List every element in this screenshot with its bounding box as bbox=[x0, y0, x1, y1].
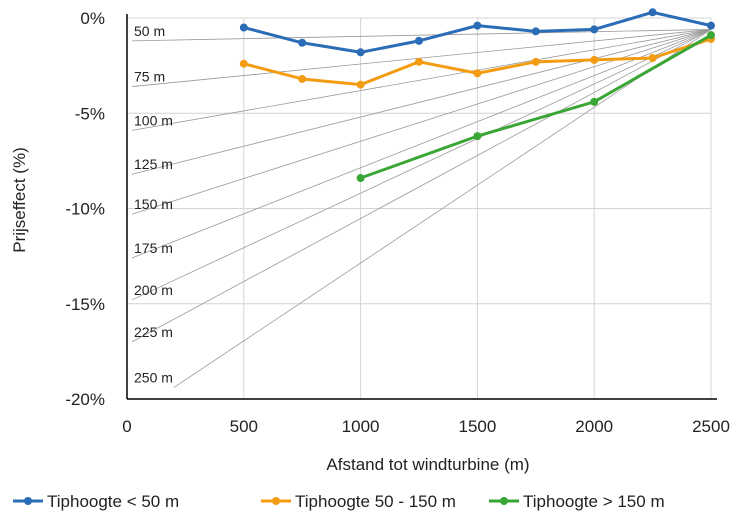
series-line bbox=[360, 33, 712, 180]
legend-swatch-marker bbox=[500, 497, 508, 505]
reference-line-label: 225 m bbox=[134, 324, 173, 340]
data-point bbox=[531, 57, 540, 66]
data-point bbox=[590, 25, 599, 34]
y-tick-label: -5% bbox=[75, 104, 105, 123]
x-tick-label: 2500 bbox=[692, 417, 730, 436]
data-point bbox=[239, 59, 248, 68]
data-point bbox=[239, 23, 248, 32]
reference-line bbox=[131, 29, 712, 42]
legend: Tiphoogte < 50 m Tiphoogte 50 - 150 m Tiph… bbox=[13, 492, 665, 511]
grid bbox=[127, 17, 712, 399]
reference-line bbox=[131, 29, 712, 259]
y-tick-label: 0% bbox=[80, 9, 105, 28]
legend-label: Tiphoogte < 50 m bbox=[47, 492, 179, 511]
reference-line bbox=[131, 29, 712, 131]
axes bbox=[126, 14, 717, 400]
data-series bbox=[239, 8, 715, 183]
reference-line-label: 250 m bbox=[134, 370, 173, 386]
reference-line bbox=[131, 29, 712, 301]
reference-line bbox=[131, 29, 712, 215]
data-point bbox=[531, 27, 540, 36]
legend-swatch-marker bbox=[24, 497, 32, 505]
reference-line-label: 75 m bbox=[134, 69, 165, 85]
y-tick-label: -10% bbox=[65, 200, 105, 219]
x-tick-label: 2000 bbox=[575, 417, 613, 436]
legend-swatch-marker bbox=[272, 497, 280, 505]
data-point bbox=[590, 97, 599, 106]
data-point bbox=[473, 132, 482, 141]
data-point bbox=[298, 38, 307, 47]
reference-line-label: 150 m bbox=[134, 196, 173, 212]
data-point bbox=[415, 36, 423, 45]
y-tick-label: -15% bbox=[65, 295, 105, 314]
data-point bbox=[356, 48, 365, 57]
data-point bbox=[298, 74, 307, 83]
reference-line bbox=[131, 29, 712, 175]
x-tick-label: 0 bbox=[122, 417, 131, 436]
data-point bbox=[648, 8, 657, 17]
reference-line-label: 50 m bbox=[134, 23, 165, 39]
tick-labels: 0 500 1000 1500 2000 2500 0% -5% -10% -15% -20% bbox=[65, 9, 730, 436]
reference-line bbox=[131, 29, 712, 87]
x-tick-label: 500 bbox=[230, 417, 258, 436]
x-axis-title: Afstand tot windturbine (m) bbox=[326, 455, 529, 474]
x-tick-label: 1000 bbox=[342, 417, 380, 436]
reference-line bbox=[173, 29, 712, 388]
data-point bbox=[356, 80, 365, 89]
data-point bbox=[473, 69, 482, 78]
data-point bbox=[707, 21, 715, 30]
y-tick-label: -20% bbox=[65, 390, 105, 409]
reference-line-label: 125 m bbox=[134, 156, 173, 172]
data-point bbox=[356, 174, 365, 183]
y-axis-title: Prijseffect (%) bbox=[10, 147, 29, 253]
legend-label: Tiphoogte > 150 m bbox=[523, 492, 665, 511]
data-point bbox=[707, 31, 715, 40]
data-point bbox=[415, 57, 423, 66]
reference-line bbox=[131, 29, 712, 343]
x-tick-label: 1500 bbox=[458, 417, 496, 436]
reference-line-label: 175 m bbox=[134, 240, 173, 256]
reference-line-label: 200 m bbox=[134, 282, 173, 298]
data-point bbox=[590, 55, 599, 64]
data-point bbox=[473, 21, 482, 30]
reference-lines: 50 m 75 m 100 m 125 m 150 m 175 m 200 m 225 m 25… bbox=[131, 23, 712, 388]
legend-label: Tiphoogte 50 - 150 m bbox=[295, 492, 456, 511]
reference-line-label: 100 m bbox=[134, 112, 173, 128]
data-point bbox=[648, 54, 657, 63]
